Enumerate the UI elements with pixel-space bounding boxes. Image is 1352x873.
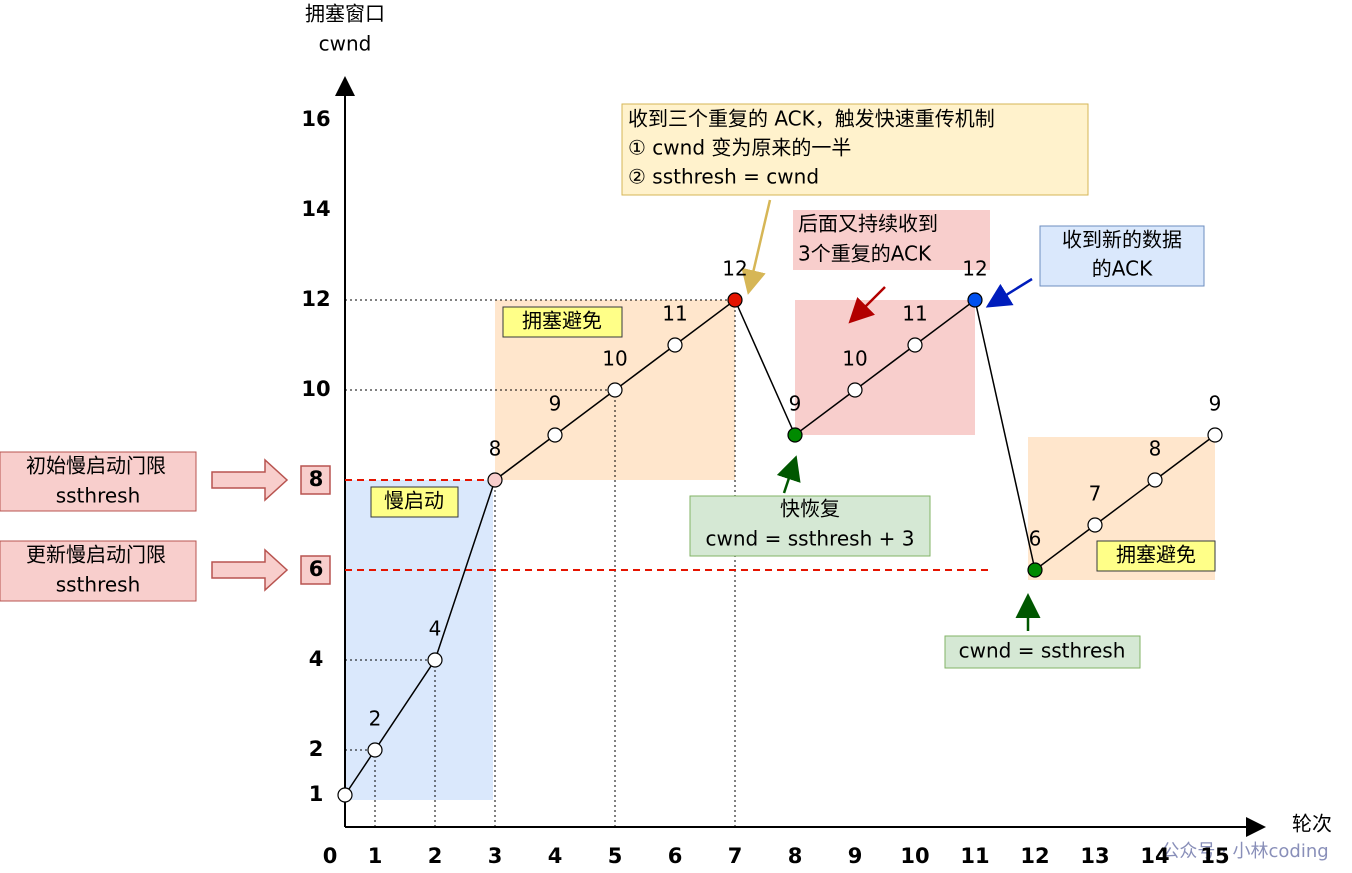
line (344, 298, 1216, 796)
note-text: 后面又持续收到 (798, 212, 938, 236)
point (847, 382, 863, 398)
point-label: 10 (602, 347, 627, 371)
x-tick-label: 4 (548, 844, 563, 868)
x-tick-label: 14 (1140, 844, 1169, 868)
x-axis-label: 轮次 (1292, 812, 1332, 836)
x-tick-label: 6 (668, 844, 683, 868)
tick-box (300, 465, 331, 495)
point (607, 382, 623, 398)
note-text: 初始慢启动门限 (26, 454, 166, 478)
point (907, 337, 923, 353)
y-axis-label: cwnd (319, 32, 372, 56)
y-tick-label: 4 (309, 647, 324, 671)
point-label: 6 (1029, 527, 1042, 551)
point (1087, 517, 1103, 533)
arrow (848, 286, 886, 324)
point (337, 787, 353, 803)
arrow (985, 277, 1033, 308)
phase-label: 拥塞避免 (522, 309, 602, 333)
arrow (211, 458, 289, 502)
note-box (1039, 225, 1205, 287)
x-tick-label: 15 (1200, 844, 1229, 868)
y-tick-label: 14 (301, 197, 330, 221)
note-box (0, 540, 197, 602)
y-axis-label: 拥塞窗口 (305, 2, 385, 26)
note-box (793, 210, 990, 270)
x-tick-label: 8 (788, 844, 803, 868)
y-tick-label: 1 (309, 782, 324, 806)
watermark: 公众号 · 小林coding (1161, 841, 1328, 862)
note-text: ② ssthresh = cwnd (628, 165, 819, 189)
point (487, 472, 503, 488)
note-text: 收到三个重复的 ACK，触发快速重传机制 (628, 107, 995, 131)
point (787, 427, 803, 443)
note-text: 收到新的数据 (1062, 228, 1182, 252)
note-text: 更新慢启动门限 (26, 543, 166, 567)
y-tick-label: 16 (301, 107, 330, 131)
phase-label: 慢启动 (384, 489, 444, 513)
point (667, 337, 683, 353)
note-box (0, 451, 197, 512)
tick-box (300, 555, 331, 585)
point-label: 9 (1209, 392, 1222, 416)
point (367, 742, 383, 758)
y-tick-label: 12 (301, 287, 330, 311)
x-tick-label: 12 (1020, 844, 1049, 868)
x-tick-label: 7 (728, 844, 743, 868)
point (1147, 472, 1163, 488)
point-label: 8 (1149, 437, 1162, 461)
point (1207, 427, 1223, 443)
note-text: cwnd = ssthresh (959, 639, 1126, 663)
y-tick-label: 8 (309, 467, 324, 491)
point (547, 427, 563, 443)
y-tick-label: 6 (309, 557, 324, 581)
point-label: 9 (549, 392, 562, 416)
slow-start-region (345, 480, 493, 800)
y-tick-label: 10 (301, 377, 330, 401)
x-tick-label: 13 (1080, 844, 1109, 868)
note-box (621, 103, 1089, 196)
x-tick-label: 5 (608, 844, 623, 868)
label-box (502, 306, 623, 338)
label-box (1096, 540, 1216, 572)
x-tick-label: 11 (960, 844, 989, 868)
arrow (741, 199, 772, 295)
arrow (776, 455, 801, 494)
note-text: 快恢复 (780, 497, 840, 521)
note-text: 的ACK (1092, 257, 1153, 281)
note-text: 3个重复的ACK (798, 242, 932, 266)
note-text: ssthresh (56, 573, 141, 597)
point-label: 10 (842, 347, 867, 371)
note-box (944, 635, 1141, 669)
x-tick-label: 9 (848, 844, 863, 868)
point-label: 12 (962, 257, 987, 281)
note-text: ssthresh (56, 484, 141, 508)
point-label: 9 (789, 392, 802, 416)
point-label: 11 (662, 302, 687, 326)
label-box (370, 486, 459, 518)
x-tick-label: 3 (488, 844, 503, 868)
x-tick-label: 10 (900, 844, 929, 868)
y-tick-label: 2 (309, 737, 324, 761)
phase-label: 拥塞避免 (1116, 543, 1196, 567)
point-label: 4 (429, 617, 442, 641)
point (427, 652, 443, 668)
note-box (689, 495, 931, 557)
point-label: 7 (1089, 482, 1102, 506)
note-text: cwnd = ssthresh + 3 (706, 527, 915, 551)
point-label: 2 (369, 707, 382, 731)
point-label: 8 (489, 437, 502, 461)
point (967, 292, 983, 308)
x-tick-label: 2 (428, 844, 443, 868)
arrow (211, 548, 289, 592)
x-tick-label: 1 (368, 844, 383, 868)
note-text: ① cwnd 变为原来的一半 (628, 136, 851, 160)
point (727, 292, 743, 308)
point-label: 12 (722, 257, 747, 281)
point (1027, 562, 1043, 578)
x-tick-label: 0 (323, 844, 338, 868)
point-label: 11 (902, 302, 927, 326)
